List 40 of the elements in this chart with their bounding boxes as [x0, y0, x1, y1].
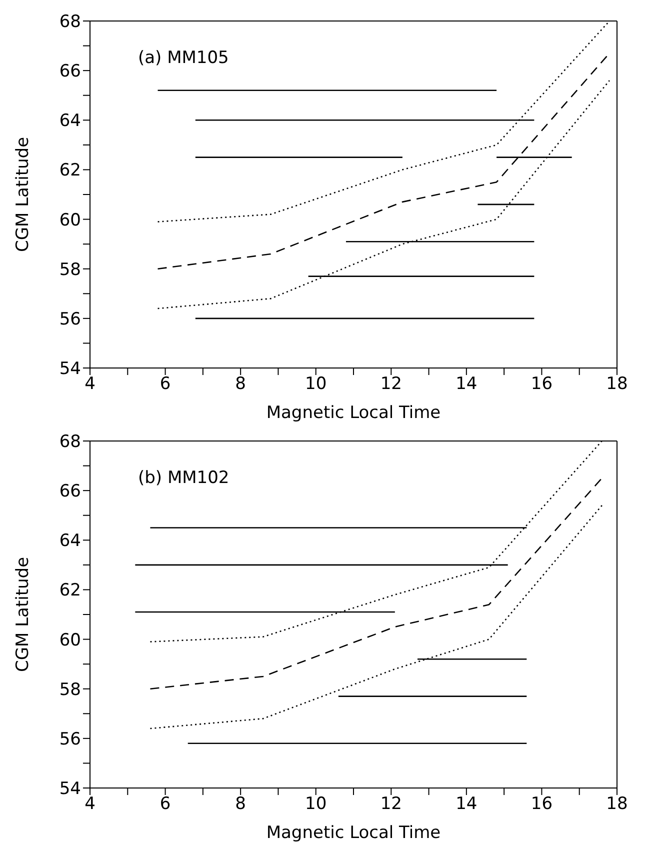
x-tick-label: 18 — [606, 794, 628, 814]
y-tick-label: 58 — [59, 680, 81, 700]
y-tick-label: 66 — [59, 482, 81, 502]
y-tick-label: 68 — [59, 12, 81, 32]
y-tick-label: 64 — [59, 111, 81, 132]
y-tick-label: 68 — [59, 432, 81, 452]
y-tick-label: 54 — [59, 779, 81, 800]
x-tick-label: 8 — [235, 374, 246, 394]
y-tick-label: 56 — [59, 309, 81, 330]
y-tick-label: 62 — [59, 160, 81, 181]
y-tick-label: 60 — [59, 210, 81, 230]
y-tick-label: 58 — [59, 260, 81, 280]
x-tick-label: 4 — [84, 374, 96, 394]
x-tick-label: 6 — [160, 794, 171, 814]
x-tick-label: 16 — [530, 794, 553, 814]
x-tick-label: 12 — [380, 794, 402, 814]
x-tick-label: 6 — [160, 374, 171, 394]
x-tick-label: 14 — [456, 374, 478, 394]
x-axis-title: Magnetic Local Time — [266, 823, 441, 843]
x-axis-title: Magnetic Local Time — [266, 403, 441, 423]
x-tick-label: 8 — [235, 794, 246, 814]
y-tick-label: 54 — [59, 359, 81, 380]
y-axis-title: CGM Latitude — [13, 136, 34, 252]
x-tick-label: 14 — [456, 794, 478, 814]
x-tick-label: 10 — [305, 374, 327, 394]
y-tick-label: 66 — [59, 62, 81, 82]
y-tick-label: 64 — [59, 531, 81, 552]
y-tick-label: 56 — [59, 729, 81, 750]
y-tick-label: 62 — [59, 580, 81, 601]
y-axis-title: CGM Latitude — [13, 556, 34, 672]
line-series — [150, 504, 603, 730]
line-series — [157, 80, 610, 310]
x-tick-label: 12 — [380, 374, 402, 394]
annotation: (a) MM105 — [138, 48, 229, 68]
x-tick-label: 4 — [84, 794, 96, 814]
x-tick-label: 10 — [305, 794, 327, 814]
x-tick-label: 16 — [530, 374, 553, 394]
annotation: (b) MM102 — [138, 468, 230, 488]
x-tick-label: 18 — [606, 374, 628, 394]
y-tick-label: 60 — [59, 630, 81, 650]
